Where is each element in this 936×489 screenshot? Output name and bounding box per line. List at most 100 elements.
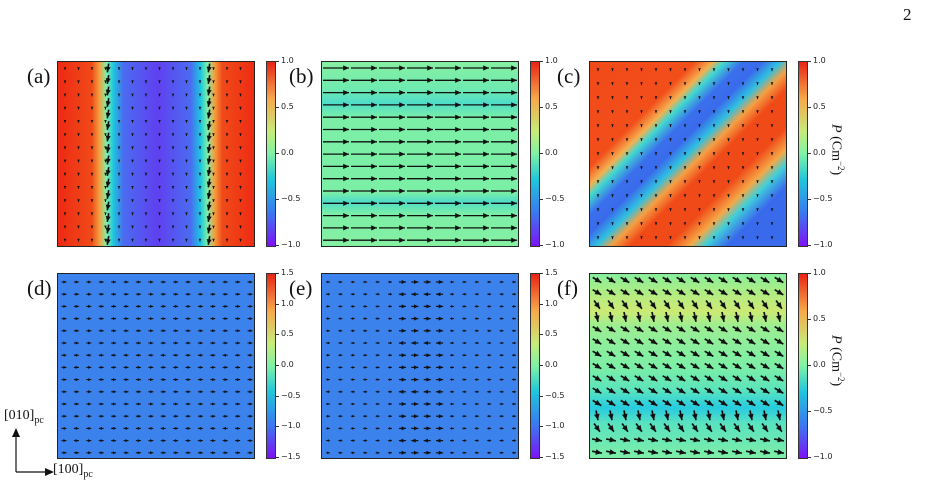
polarization-arrow-head — [770, 208, 774, 212]
polarization-arrow-head — [411, 438, 416, 443]
polarization-arrow-head — [594, 315, 600, 322]
polarization-arrow-head — [734, 289, 742, 295]
polarization-arrow-head — [451, 451, 454, 455]
polarization-arrow-head — [683, 222, 687, 226]
polarization-arrow-head — [625, 96, 629, 100]
polarization-arrow-head — [363, 292, 367, 296]
polarization-arrow-head — [158, 199, 161, 202]
colorbar-d — [266, 273, 276, 459]
polarization-arrow-head — [75, 439, 79, 443]
polarization-arrow-head — [727, 166, 730, 170]
colorbar-tick-label: −1.0 — [275, 421, 301, 431]
polarization-arrow-head — [376, 353, 380, 357]
polarization-arrow-head — [500, 353, 504, 357]
polarization-arrow-head — [741, 82, 745, 86]
polarization-arrow-head — [414, 316, 419, 321]
polarization-arrow-head — [112, 317, 117, 321]
colorbar-tick-label: 0.0 — [808, 360, 826, 369]
polarization-arrow-head — [206, 181, 212, 188]
polarization-arrow-head — [73, 353, 78, 357]
polarization-arrow-head — [678, 302, 684, 309]
colorbar-tick-label: 0.0 — [540, 360, 558, 369]
polarization-arrow-head — [438, 426, 444, 431]
polarization-arrow-head — [401, 353, 406, 358]
polarization-arrow-head — [741, 222, 745, 226]
polarization-arrow-head — [734, 350, 742, 357]
polarization-arrow-head — [706, 363, 714, 369]
polarization-arrow-head — [636, 315, 642, 322]
polarization-arrow-head — [735, 449, 742, 455]
polarization-arrow-head — [734, 277, 742, 283]
polarization-arrow-head — [427, 77, 433, 83]
polarization-arrow-head — [174, 329, 179, 333]
polarization-arrow-head — [683, 96, 687, 100]
polarization-arrow-head — [86, 426, 90, 430]
polarization-arrow-head — [212, 414, 216, 418]
polarization-arrow-head — [100, 304, 104, 308]
polarization-arrow-head — [640, 236, 643, 240]
polarization-arrow-head — [455, 213, 461, 219]
polarization-arrow-head — [770, 236, 774, 240]
polarization-arrow-head — [650, 375, 658, 381]
y-direction-text: [010] — [4, 408, 35, 423]
polarization-arrow-head — [475, 317, 479, 320]
polarization-arrow-head — [706, 338, 714, 345]
polarization-arrow-head — [236, 280, 241, 284]
polarization-arrow-head — [77, 225, 80, 229]
polarization-arrow-head — [636, 338, 644, 345]
polarization-arrow-head — [683, 194, 687, 198]
polarization-arrow-head — [371, 126, 377, 133]
polarization-arrow-head — [171, 172, 175, 176]
polarization-arrow-head — [664, 400, 672, 406]
polarization-arrow-head — [487, 439, 491, 442]
polarization-arrow-head — [77, 186, 80, 189]
polarization-arrow-head — [63, 186, 67, 189]
polarization-arrow-head — [61, 353, 65, 357]
polarization-arrow-head — [678, 425, 684, 432]
polarization-arrow-head — [112, 414, 117, 418]
polarization-arrow-head — [455, 188, 461, 194]
cb-symbol-2: P — [828, 335, 844, 344]
polarization-arrow-head — [463, 414, 467, 418]
polarization-arrow-head — [104, 120, 107, 123]
polarization-arrow-head — [171, 106, 175, 110]
polarization-arrow-head — [343, 90, 349, 96]
polarization-arrow-head — [375, 439, 379, 442]
polarization-arrow-head — [171, 238, 175, 242]
polarization-arrow-head — [198, 120, 202, 123]
polarization-arrow-head — [187, 341, 191, 345]
polarization-arrow-head — [150, 292, 154, 296]
colorbar-tick-label: −0.5 — [539, 390, 565, 400]
polarization-arrow-head — [125, 317, 129, 321]
polarization-arrow-head — [427, 163, 433, 169]
polarization-arrow-head — [741, 236, 745, 240]
polarization-arrow-head — [158, 146, 161, 150]
colorbar-b — [530, 61, 540, 247]
polarization-arrow-head — [513, 353, 516, 357]
polarization-arrow-head — [199, 402, 203, 406]
colorbar-f — [798, 273, 808, 459]
polarization-arrow-head — [371, 163, 377, 169]
polarization-arrow-head — [198, 172, 202, 176]
polarization-arrow-head — [389, 317, 392, 320]
polarization-arrow-head — [734, 315, 740, 322]
polarization-arrow-head — [61, 426, 65, 430]
polarization-arrow-head — [748, 350, 756, 357]
polarization-arrow-head — [198, 186, 202, 189]
polarization-arrow-head — [664, 413, 670, 421]
polarization-arrow-head — [401, 316, 406, 321]
polarization-arrow-head — [135, 426, 140, 430]
polarization-arrow-head — [77, 212, 80, 216]
polarization-arrow-head — [100, 365, 104, 369]
polarization-arrow-head — [426, 426, 431, 431]
polarization-arrow-head — [669, 180, 672, 184]
polarization-arrow-head — [427, 139, 433, 145]
polarization-arrow-head — [144, 172, 148, 176]
polarization-arrow-head — [389, 451, 392, 455]
polarization-arrow-head — [104, 93, 107, 97]
polarization-arrow-head — [174, 402, 179, 406]
polarization-arrow-head — [224, 329, 228, 333]
polarization-arrow-head — [512, 341, 515, 345]
polarization-arrow-head — [389, 427, 392, 430]
polarization-arrow-head — [212, 212, 215, 216]
